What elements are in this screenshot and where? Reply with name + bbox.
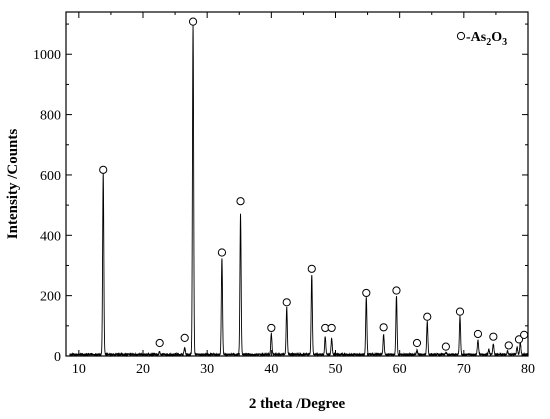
- peak-marker-6: [267, 323, 276, 333]
- x-tick-label: 50: [329, 362, 343, 377]
- x-tick-label: 30: [200, 362, 214, 377]
- legend: -As2O3: [456, 30, 507, 48]
- peak-marker-7: [282, 298, 291, 307]
- peak-marker-8: [307, 264, 316, 273]
- peak-marker-3: [188, 17, 198, 26]
- x-tick-label: 80: [521, 362, 535, 377]
- peak-marker-1: [155, 338, 164, 348]
- x-tick-label: 40: [264, 362, 278, 377]
- y-tick-label: 600: [40, 169, 61, 184]
- peak-marker-4: [217, 248, 227, 257]
- plot-frame: [65, 11, 529, 357]
- peak-markers: [99, 17, 529, 351]
- x-tick-label: 20: [136, 362, 150, 377]
- x-axis-title: 2 theta /Degree: [249, 396, 346, 412]
- legend-mid: O: [491, 30, 502, 45]
- x-tick-label: 70: [457, 362, 471, 377]
- peak-marker-0: [99, 165, 108, 174]
- peak-marker-22: [520, 330, 529, 339]
- x-tick-label: 60: [393, 362, 407, 377]
- y-tick-label: 800: [40, 109, 61, 124]
- peak-marker-21: [514, 335, 524, 344]
- legend-circle-marker: [456, 31, 466, 41]
- peak-marker-11: [362, 288, 371, 298]
- legend-sub1: 2: [486, 37, 491, 48]
- plot-area: [69, 24, 529, 358]
- peak-marker-12: [379, 323, 388, 332]
- x-tick-label: 10: [72, 362, 86, 377]
- y-tick-label: 1000: [33, 48, 61, 63]
- legend-sub2: 3: [502, 37, 507, 48]
- peak-marker-17: [455, 307, 465, 316]
- peak-marker-18: [473, 329, 483, 339]
- legend-label: -As2O3: [466, 30, 507, 48]
- peak-marker-2: [180, 333, 189, 342]
- y-tick-label: 400: [40, 229, 61, 244]
- peak-marker-14: [412, 338, 422, 348]
- peak-marker-10: [327, 323, 336, 333]
- peak-marker-19: [489, 332, 498, 341]
- legend-prefix: -As: [466, 30, 487, 45]
- peak-marker-5: [236, 197, 245, 206]
- y-tick-label: 200: [40, 290, 61, 305]
- y-tick-label: 0: [54, 350, 61, 365]
- peak-marker-13: [392, 286, 401, 295]
- peak-marker-15: [423, 312, 432, 321]
- peak-marker-16: [441, 342, 450, 351]
- xrd-pattern-line: [69, 24, 529, 358]
- y-axis-title: Intensity /Counts: [5, 129, 21, 240]
- peak-marker-20: [504, 341, 513, 350]
